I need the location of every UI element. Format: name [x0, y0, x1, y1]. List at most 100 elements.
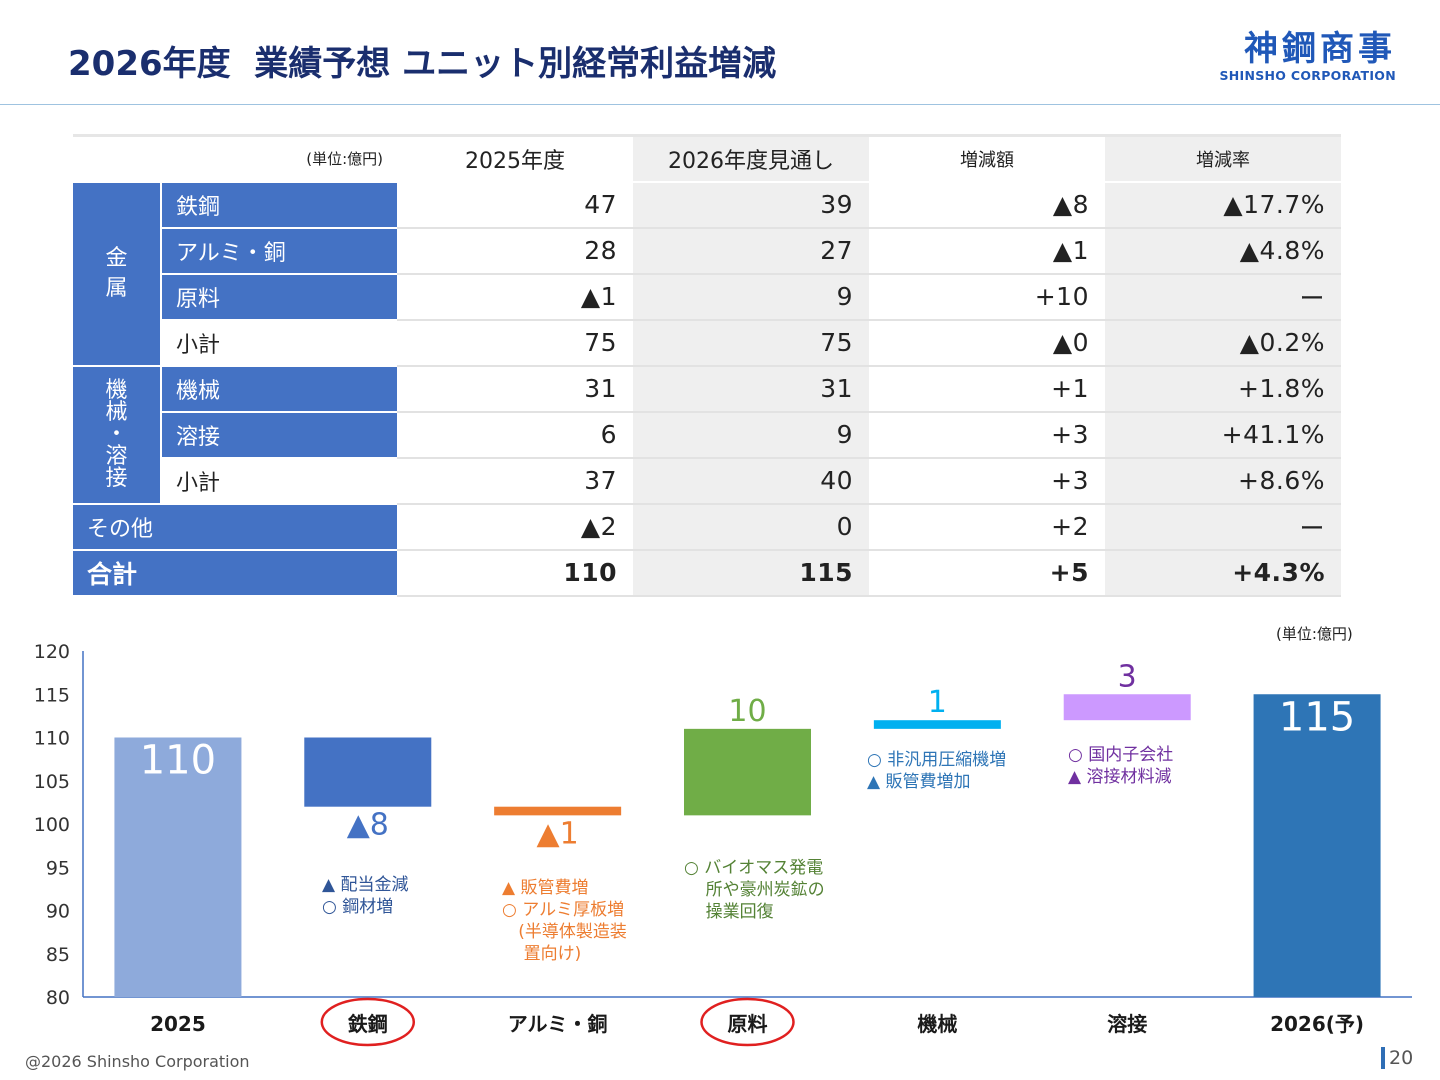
- bar: [873, 720, 1001, 729]
- cell-diff: +1: [869, 365, 1105, 413]
- annotation-text: ○ アルミ厚板増: [502, 900, 624, 920]
- group-label-metal: 金 属: [73, 181, 161, 367]
- cell-rate: +41.1%: [1105, 411, 1341, 459]
- cell-2026: 75: [633, 319, 869, 367]
- y-tick-label: 80: [46, 987, 70, 1009]
- row-label: その他: [73, 503, 397, 551]
- group-label-machinery-welding: 機 械 ・ 溶 接: [73, 364, 161, 505]
- cell-2026: 39: [633, 181, 869, 229]
- row-label: 機械: [160, 365, 397, 413]
- cell-diff: +3: [869, 457, 1105, 505]
- header-2025: 2025年度: [397, 134, 633, 183]
- annotation-text: ○ 国内子会社: [1068, 745, 1173, 765]
- annotation-text: 所や豪州炭鉱の: [684, 879, 825, 900]
- cell-rate: ▲0.2%: [1105, 319, 1341, 367]
- y-tick-label: 90: [46, 901, 70, 923]
- annotation-text: ○ 鋼材増: [322, 897, 393, 917]
- y-tick-label: 110: [34, 728, 70, 750]
- cell-diff: ▲0: [869, 319, 1105, 367]
- annotation-text: (半導体製造装: [502, 922, 627, 942]
- table-row: アルミ・銅 28 27 ▲1 ▲4.8%: [73, 227, 1341, 275]
- cell-2025: ▲1: [397, 273, 633, 321]
- bar-value-label: ▲1: [537, 816, 579, 851]
- annotation-text: ○ 非汎用圧縮機増: [867, 750, 1006, 770]
- cell-diff: ▲8: [869, 181, 1105, 229]
- waterfall-chart: 80 85 90 95 100 105 110 115 120 110 ▲8 ▲1 10 1 3 115 202…: [34, 641, 1412, 1047]
- row-label: アルミ・銅: [160, 227, 397, 275]
- x-tick-label: 機械: [917, 1012, 957, 1036]
- row-label: 溶接: [160, 411, 397, 459]
- cell-2026: 9: [633, 273, 869, 321]
- table-unit-label: (単位:億円): [73, 134, 397, 183]
- cell-2026: 9: [633, 411, 869, 459]
- cell-rate: ▲17.7%: [1105, 181, 1341, 229]
- y-tick-label: 120: [34, 641, 70, 663]
- cell-2026: 0: [633, 503, 869, 551]
- footer-copyright: @2026 Shinsho Corporation: [25, 1052, 250, 1071]
- row-label-total: 合計: [73, 549, 397, 597]
- bar-value-label: 1: [928, 685, 947, 720]
- bar-value-label: 115: [1279, 694, 1355, 740]
- table-header-row: (単位:億円) 2025年度 2026年度見通し 増減額 増減率: [73, 134, 1341, 183]
- cell-2025: 31: [397, 365, 633, 413]
- row-label: 原料: [160, 273, 397, 321]
- header-2026: 2026年度見通し: [633, 134, 869, 183]
- bar: [304, 737, 432, 807]
- annotation-text: ▲ 販管費増加: [867, 772, 970, 792]
- title-divider: [0, 104, 1440, 105]
- x-tick-label: 鉄鋼: [348, 1012, 388, 1036]
- header-rate: 増減率: [1105, 134, 1341, 183]
- cell-2025: 37: [397, 457, 633, 505]
- chart-unit-label: (単位:億円): [1276, 625, 1353, 643]
- row-label: 小計: [160, 457, 397, 505]
- slide-title: 2026年度 業績予想 ユニット別経常利益増減: [68, 44, 777, 84]
- cell-diff: ▲1: [869, 227, 1105, 275]
- bar-value-label: 10: [728, 694, 766, 729]
- cell-diff: +5: [869, 549, 1105, 597]
- cell-2026: 31: [633, 365, 869, 413]
- y-tick-label: 100: [34, 814, 70, 836]
- bar-value-label: 110: [140, 738, 216, 784]
- row-label: 鉄鋼: [160, 181, 397, 229]
- cell-rate: ▲4.8%: [1105, 227, 1341, 275]
- y-tick-label: 105: [34, 771, 70, 793]
- cell-rate: ー: [1105, 503, 1341, 551]
- cell-2025: 75: [397, 319, 633, 367]
- table-row: 溶接 6 9 +3 +41.1%: [73, 411, 1341, 459]
- annotation-text: 操業回復: [684, 902, 774, 922]
- cell-rate: +1.8%: [1105, 365, 1341, 413]
- table-row: 機 械 ・ 溶 接 機械 31 31 +1 +1.8%: [73, 364, 1341, 505]
- x-tick-label: 溶接: [1107, 1012, 1147, 1036]
- cell-rate: ー: [1105, 273, 1341, 321]
- table-row-total: 合計 110 115 +5 +4.3%: [73, 549, 1341, 597]
- table-row: 金 属 鉄鋼 47 39 ▲8 ▲17.7%: [73, 181, 1341, 367]
- y-tick-label: 95: [46, 857, 70, 879]
- bar-value-label: 3: [1118, 659, 1137, 694]
- table-row: 小計 75 75 ▲0 ▲0.2%: [73, 319, 1341, 367]
- cell-diff: +10: [869, 273, 1105, 321]
- x-tick-label: 2025: [150, 1012, 206, 1036]
- table-row: その他 ▲2 0 +2 ー: [73, 503, 1341, 551]
- bar: [1063, 694, 1191, 721]
- cell-diff: +3: [869, 411, 1105, 459]
- cell-rate: +4.3%: [1105, 549, 1341, 597]
- header-diff: 増減額: [869, 134, 1105, 183]
- bar-value-label: ▲8: [347, 808, 389, 843]
- annotation-text: ○ バイオマス発電: [684, 858, 823, 878]
- table-row: 原料 ▲1 9 +10 ー: [73, 273, 1341, 321]
- company-logo: 神鋼商事 SHINSHO CORPORATION: [1219, 30, 1396, 83]
- cell-2025: 28: [397, 227, 633, 275]
- bar: [114, 737, 242, 997]
- annotation-text: ▲ 溶接材料減: [1068, 767, 1171, 787]
- cell-rate: +8.6%: [1105, 457, 1341, 505]
- highlight-circle: [320, 997, 416, 1047]
- y-tick-label: 115: [34, 684, 70, 706]
- x-tick-label: 2026(予): [1270, 1012, 1364, 1036]
- profit-table: (単位:億円) 2025年度 2026年度見通し 増減額 増減率 金 属 鉄鋼 …: [73, 134, 1341, 597]
- cell-2026: 27: [633, 227, 869, 275]
- cell-2025: 47: [397, 181, 633, 229]
- y-tick-label: 85: [46, 944, 70, 966]
- cell-2025: 110: [397, 549, 633, 597]
- x-tick-label: アルミ・銅: [508, 1012, 608, 1036]
- logo-japanese: 神鋼商事: [1244, 29, 1396, 69]
